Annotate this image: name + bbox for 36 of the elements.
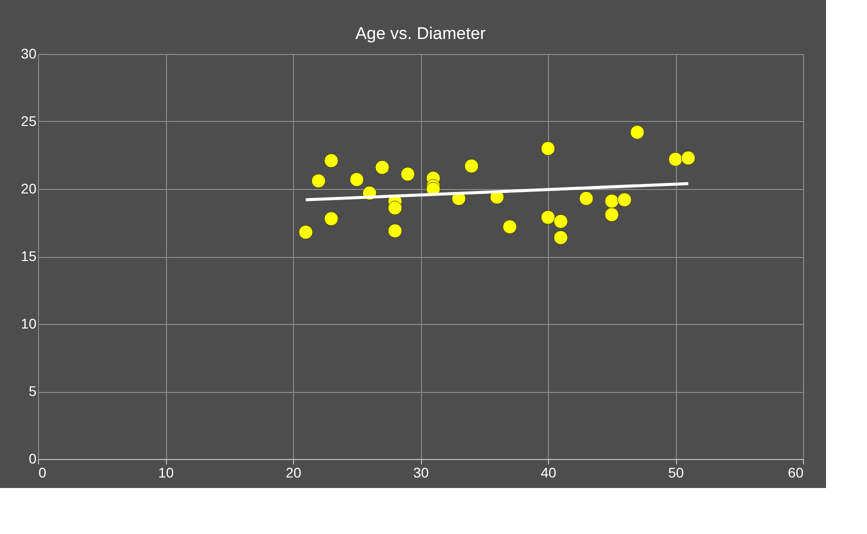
point — [464, 158, 479, 174]
point — [400, 167, 415, 182]
point — [540, 141, 556, 156]
point — [604, 208, 619, 222]
x-tick-label: 30 — [413, 464, 429, 480]
x-tick-label: 10 — [158, 464, 174, 480]
point — [388, 224, 402, 238]
point — [324, 154, 338, 168]
point — [681, 150, 696, 166]
x-tick-label: 20 — [286, 464, 302, 480]
y-tick-label: 15 — [20, 248, 37, 264]
point — [388, 200, 402, 216]
point — [579, 191, 594, 206]
y-tick-label: 25 — [20, 113, 37, 129]
point — [311, 174, 326, 188]
point — [298, 225, 313, 240]
chart-title: Age vs. Diameter — [355, 24, 486, 43]
x-tick-label: 60 — [788, 464, 804, 480]
point — [324, 212, 338, 226]
point — [554, 214, 568, 229]
point — [375, 160, 390, 175]
point — [604, 194, 619, 208]
y-tick-label: 5 — [28, 383, 37, 399]
point — [617, 192, 632, 207]
x-tick-label: 40 — [540, 464, 556, 480]
point — [630, 125, 644, 140]
point — [668, 152, 683, 166]
point — [350, 172, 364, 187]
x-tick-label: 50 — [668, 464, 684, 480]
point — [502, 220, 517, 234]
point — [540, 210, 556, 224]
y-tick-label: 0 — [28, 450, 37, 466]
point — [554, 230, 568, 245]
y-tick-label: 30 — [20, 46, 37, 62]
y-tick-label: 20 — [20, 180, 37, 196]
y-tick-label: 10 — [20, 316, 37, 332]
